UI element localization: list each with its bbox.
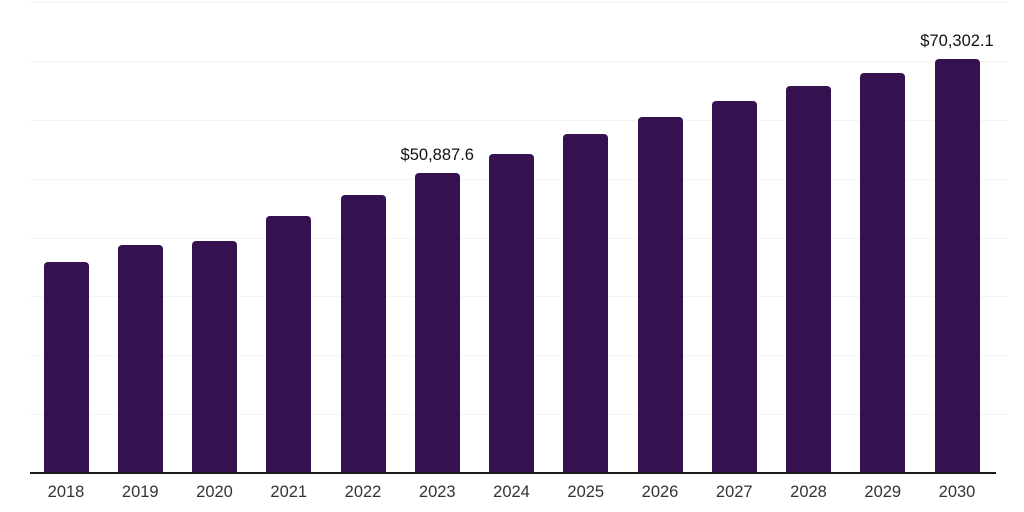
x-tick-label-2019: 2019 (121, 483, 159, 501)
data-label-2023: $50,887.6 (400, 146, 474, 165)
plot-area: $50,887.6 $70,302.1 (30, 2, 1008, 473)
bar-2029 (860, 73, 906, 473)
bar-2021 (266, 216, 312, 473)
x-tick-label-2018: 2018 (47, 483, 85, 501)
x-tick-label-2025: 2025 (567, 483, 605, 501)
x-tick-label-2021: 2021 (270, 483, 308, 501)
bar-2028 (786, 86, 831, 473)
bar-2018 (43, 262, 89, 473)
bar-2019 (117, 245, 163, 473)
x-tick-label-2029: 2029 (864, 483, 902, 501)
gridline (30, 60, 1008, 62)
x-tick-label-2027: 2027 (715, 483, 753, 501)
x-tick-label-2023: 2023 (418, 483, 456, 501)
bar-2024 (489, 153, 534, 473)
data-label-2030: $70,302.1 (920, 32, 994, 51)
x-tick-label-2024: 2024 (493, 483, 530, 501)
bar-2023 (414, 173, 460, 473)
x-tick-label-2028: 2028 (790, 483, 827, 501)
bar-2025 (563, 133, 609, 473)
bar-2022 (340, 194, 386, 473)
bar-2020 (192, 241, 237, 473)
bar-2026 (637, 116, 683, 473)
bar-2030 (934, 59, 980, 473)
x-axis-line (30, 472, 996, 474)
x-tick-label-2020: 2020 (196, 483, 233, 501)
x-tick-label-2030: 2030 (938, 483, 976, 501)
x-tick-label-2026: 2026 (641, 483, 679, 501)
gridline (30, 119, 1008, 121)
bar-2027 (711, 100, 757, 473)
gridline (30, 2, 1008, 3)
x-tick-label-2022: 2022 (344, 483, 382, 501)
